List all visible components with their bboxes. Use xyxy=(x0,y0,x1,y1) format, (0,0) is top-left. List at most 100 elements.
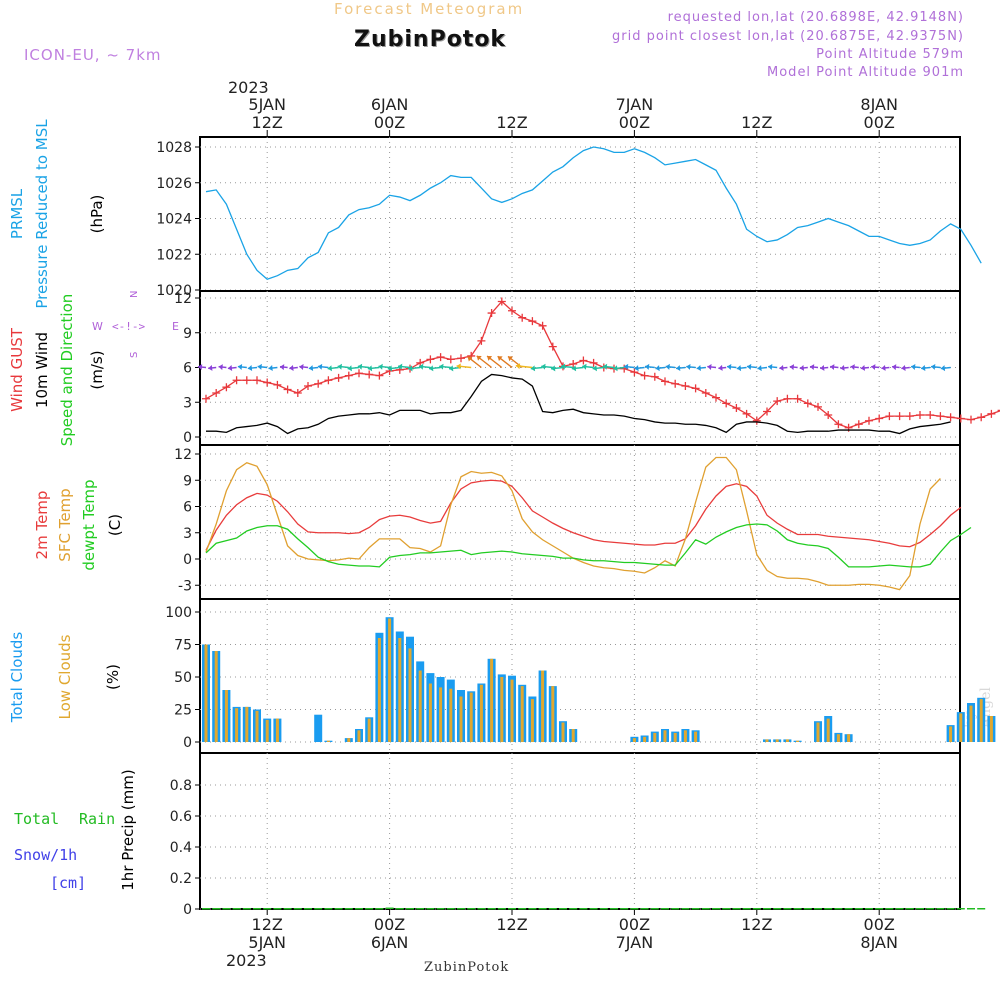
wind-arrow-head xyxy=(530,365,536,372)
ytick-label: 3 xyxy=(183,526,192,542)
top-time-label: 00Z xyxy=(864,113,895,132)
precip-bar xyxy=(446,908,455,910)
gust-point xyxy=(304,382,312,391)
low-cloud-bar xyxy=(847,734,851,742)
gust-point xyxy=(508,306,516,315)
precip-bar xyxy=(548,908,557,910)
low-cloud-bar xyxy=(408,648,412,742)
gust-point xyxy=(640,371,649,380)
panel-axis-label: Total Clouds xyxy=(8,632,26,724)
precip-bar xyxy=(314,908,323,910)
wind-arrow-head xyxy=(257,363,262,370)
series-line-temp-0 xyxy=(205,479,962,551)
wind-arrow-head xyxy=(789,364,795,371)
low-cloud-bar xyxy=(561,722,565,742)
precip-bar xyxy=(650,908,659,910)
gust-point xyxy=(446,355,455,364)
gust-point xyxy=(752,416,761,425)
gust-point xyxy=(936,412,945,421)
panel-frame-clouds xyxy=(199,598,961,754)
gust-point xyxy=(477,336,486,345)
precip-bar xyxy=(742,908,751,910)
panel-axis-label: Speed and Direction xyxy=(58,294,76,447)
wind-arrow-head xyxy=(840,364,845,371)
bottom-time-label: 12Z xyxy=(741,915,772,934)
bottom-time-label: 00Z xyxy=(619,915,650,934)
legend-rain: Rain xyxy=(79,810,115,828)
precip-bar xyxy=(640,908,649,910)
gust-point xyxy=(212,388,221,397)
wind-arrow-head xyxy=(347,365,352,372)
precip-bar xyxy=(916,908,924,910)
wind-arrow-head xyxy=(227,365,233,371)
wind-arrow-head xyxy=(746,363,752,370)
precip-bar xyxy=(599,908,608,910)
gust-point xyxy=(355,369,363,378)
compass-north: N xyxy=(129,291,140,298)
low-cloud-bar xyxy=(255,710,259,742)
low-cloud-bar xyxy=(979,699,983,742)
ytick-label: 12 xyxy=(174,447,192,463)
ytick-label: 6 xyxy=(183,500,192,516)
top-time-label: 12Z xyxy=(252,113,283,132)
forecast-title: Forecast Meteogram xyxy=(334,0,525,18)
precip-bar xyxy=(722,908,731,910)
wind-arrow-head xyxy=(439,363,444,370)
precip-bar xyxy=(865,908,873,910)
wind-arrow-head xyxy=(860,364,866,371)
ytick-label: 1026 xyxy=(156,176,192,192)
wind-arrow-head xyxy=(357,363,363,370)
low-cloud-bar xyxy=(388,618,392,742)
low-cloud-bar xyxy=(367,718,371,742)
precip-bar xyxy=(701,908,710,910)
compass-east: E xyxy=(172,320,179,333)
low-cloud-bar xyxy=(836,734,840,742)
precip-bar xyxy=(508,908,516,910)
wind-arrow-head xyxy=(279,364,285,371)
panel-axis-label: Wind GUST xyxy=(8,327,26,412)
gust-point xyxy=(722,399,731,408)
gust-point xyxy=(997,409,1000,412)
precip-bar xyxy=(334,908,343,910)
gust-point xyxy=(334,373,343,382)
low-cloud-bar xyxy=(347,738,351,742)
precip-bar xyxy=(467,908,476,910)
precip-bar xyxy=(232,908,241,910)
wind-arrow-head xyxy=(820,364,825,371)
gust-point xyxy=(293,388,302,397)
ytick-label: 3 xyxy=(183,395,192,411)
top-time-label: 12Z xyxy=(741,113,772,132)
ytick-label: 0 xyxy=(183,552,192,568)
ytick-label: 25 xyxy=(174,703,192,719)
wind-arrow-head xyxy=(551,365,556,372)
precip-bar xyxy=(538,908,547,910)
series-line-temp-1 xyxy=(205,456,941,591)
ytick-label: 0.8 xyxy=(170,778,192,794)
gust-point xyxy=(548,342,557,351)
low-cloud-bar xyxy=(265,719,269,742)
bottom-time-label: 00Z xyxy=(374,915,405,934)
precip-bar xyxy=(569,908,578,910)
precip-bar xyxy=(895,908,904,910)
wind-arrow-head xyxy=(208,364,213,371)
wind-arrow-head xyxy=(901,364,906,371)
ytick-label: -3 xyxy=(178,578,192,594)
wind-arrow-head xyxy=(727,363,732,370)
low-cloud-bar xyxy=(500,677,504,742)
wind-arrow-head xyxy=(408,365,413,372)
bottom-date-label: 8JAN xyxy=(860,933,898,952)
low-cloud-bar xyxy=(326,740,330,742)
wind-arrow-head xyxy=(921,365,926,372)
wind-arrow-head xyxy=(419,363,424,370)
wind-arrow-head xyxy=(613,365,618,372)
low-cloud-bar xyxy=(204,644,208,742)
low-cloud-bar xyxy=(214,651,218,742)
compass-arrows: <-!-> xyxy=(112,320,145,333)
footer-station: ZubinPotok xyxy=(424,960,510,975)
wind-arrow-head xyxy=(515,363,521,370)
ytick-label: 1020 xyxy=(156,283,192,299)
gust-point xyxy=(977,413,986,422)
low-cloud-bar xyxy=(653,732,657,742)
low-cloud-bar xyxy=(469,692,473,742)
